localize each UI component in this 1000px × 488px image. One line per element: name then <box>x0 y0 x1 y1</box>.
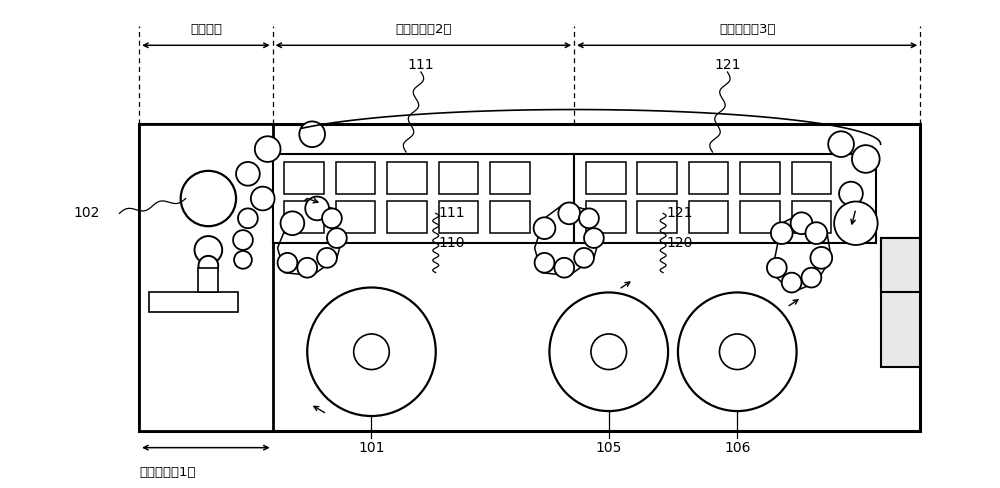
Circle shape <box>558 203 580 224</box>
Circle shape <box>839 182 863 205</box>
Circle shape <box>549 292 668 411</box>
Bar <box>586 162 626 194</box>
Circle shape <box>535 253 554 273</box>
Bar <box>689 202 728 233</box>
Bar <box>336 202 375 233</box>
Text: 交联工序（3）: 交联工序（3） <box>719 23 775 37</box>
Bar <box>198 268 218 292</box>
Circle shape <box>791 212 812 234</box>
Bar <box>792 162 831 194</box>
Text: 120: 120 <box>666 236 692 250</box>
Bar <box>149 292 238 312</box>
Circle shape <box>278 253 297 273</box>
Circle shape <box>281 211 304 235</box>
Circle shape <box>534 217 555 239</box>
Bar <box>387 162 427 194</box>
Circle shape <box>591 334 627 369</box>
Circle shape <box>574 248 594 268</box>
Bar <box>490 162 530 194</box>
Circle shape <box>307 287 436 416</box>
Circle shape <box>327 228 347 248</box>
Bar <box>284 162 324 194</box>
Circle shape <box>233 230 253 250</box>
Text: 121: 121 <box>714 58 741 72</box>
Bar <box>740 202 780 233</box>
Text: 110: 110 <box>439 236 465 250</box>
Bar <box>792 202 831 233</box>
Bar <box>574 154 876 243</box>
Text: 111: 111 <box>408 58 434 72</box>
Circle shape <box>299 122 325 147</box>
Text: 涂敷工序（1）: 涂敷工序（1） <box>139 467 196 479</box>
Circle shape <box>782 273 802 292</box>
Bar <box>586 202 626 233</box>
Circle shape <box>584 228 604 248</box>
Text: 105: 105 <box>596 441 622 455</box>
Circle shape <box>834 202 878 245</box>
Circle shape <box>236 162 260 185</box>
Circle shape <box>805 222 827 244</box>
Circle shape <box>771 222 793 244</box>
Text: 预备干燥: 预备干燥 <box>190 23 222 37</box>
Circle shape <box>802 268 821 287</box>
Bar <box>284 202 324 233</box>
Bar <box>387 202 427 233</box>
Circle shape <box>354 334 389 369</box>
Circle shape <box>297 258 317 278</box>
Circle shape <box>305 197 329 220</box>
Circle shape <box>554 258 574 278</box>
Bar <box>881 238 920 366</box>
Text: 102: 102 <box>73 206 100 221</box>
Bar <box>273 154 574 243</box>
Bar <box>637 162 677 194</box>
Circle shape <box>195 236 222 264</box>
Bar <box>439 162 478 194</box>
Bar <box>740 162 780 194</box>
Bar <box>336 162 375 194</box>
Text: 121: 121 <box>666 206 693 221</box>
Bar <box>139 124 920 431</box>
Circle shape <box>251 187 275 210</box>
Circle shape <box>234 251 252 269</box>
Circle shape <box>828 131 854 157</box>
Circle shape <box>181 171 236 226</box>
Circle shape <box>852 145 880 173</box>
Bar <box>637 202 677 233</box>
Bar <box>139 124 273 431</box>
Circle shape <box>678 292 797 411</box>
Circle shape <box>317 248 337 268</box>
Circle shape <box>719 334 755 369</box>
Text: 干燥工序（2）: 干燥工序（2） <box>395 23 452 37</box>
Circle shape <box>198 256 218 276</box>
Circle shape <box>579 208 599 228</box>
Bar <box>689 162 728 194</box>
Circle shape <box>322 208 342 228</box>
Circle shape <box>238 208 258 228</box>
Bar <box>490 202 530 233</box>
Bar <box>881 238 920 292</box>
Circle shape <box>767 258 787 278</box>
Text: 106: 106 <box>724 441 751 455</box>
Circle shape <box>255 136 281 162</box>
Circle shape <box>810 247 832 269</box>
Bar <box>439 202 478 233</box>
Text: 111: 111 <box>439 206 465 221</box>
Text: 101: 101 <box>358 441 385 455</box>
